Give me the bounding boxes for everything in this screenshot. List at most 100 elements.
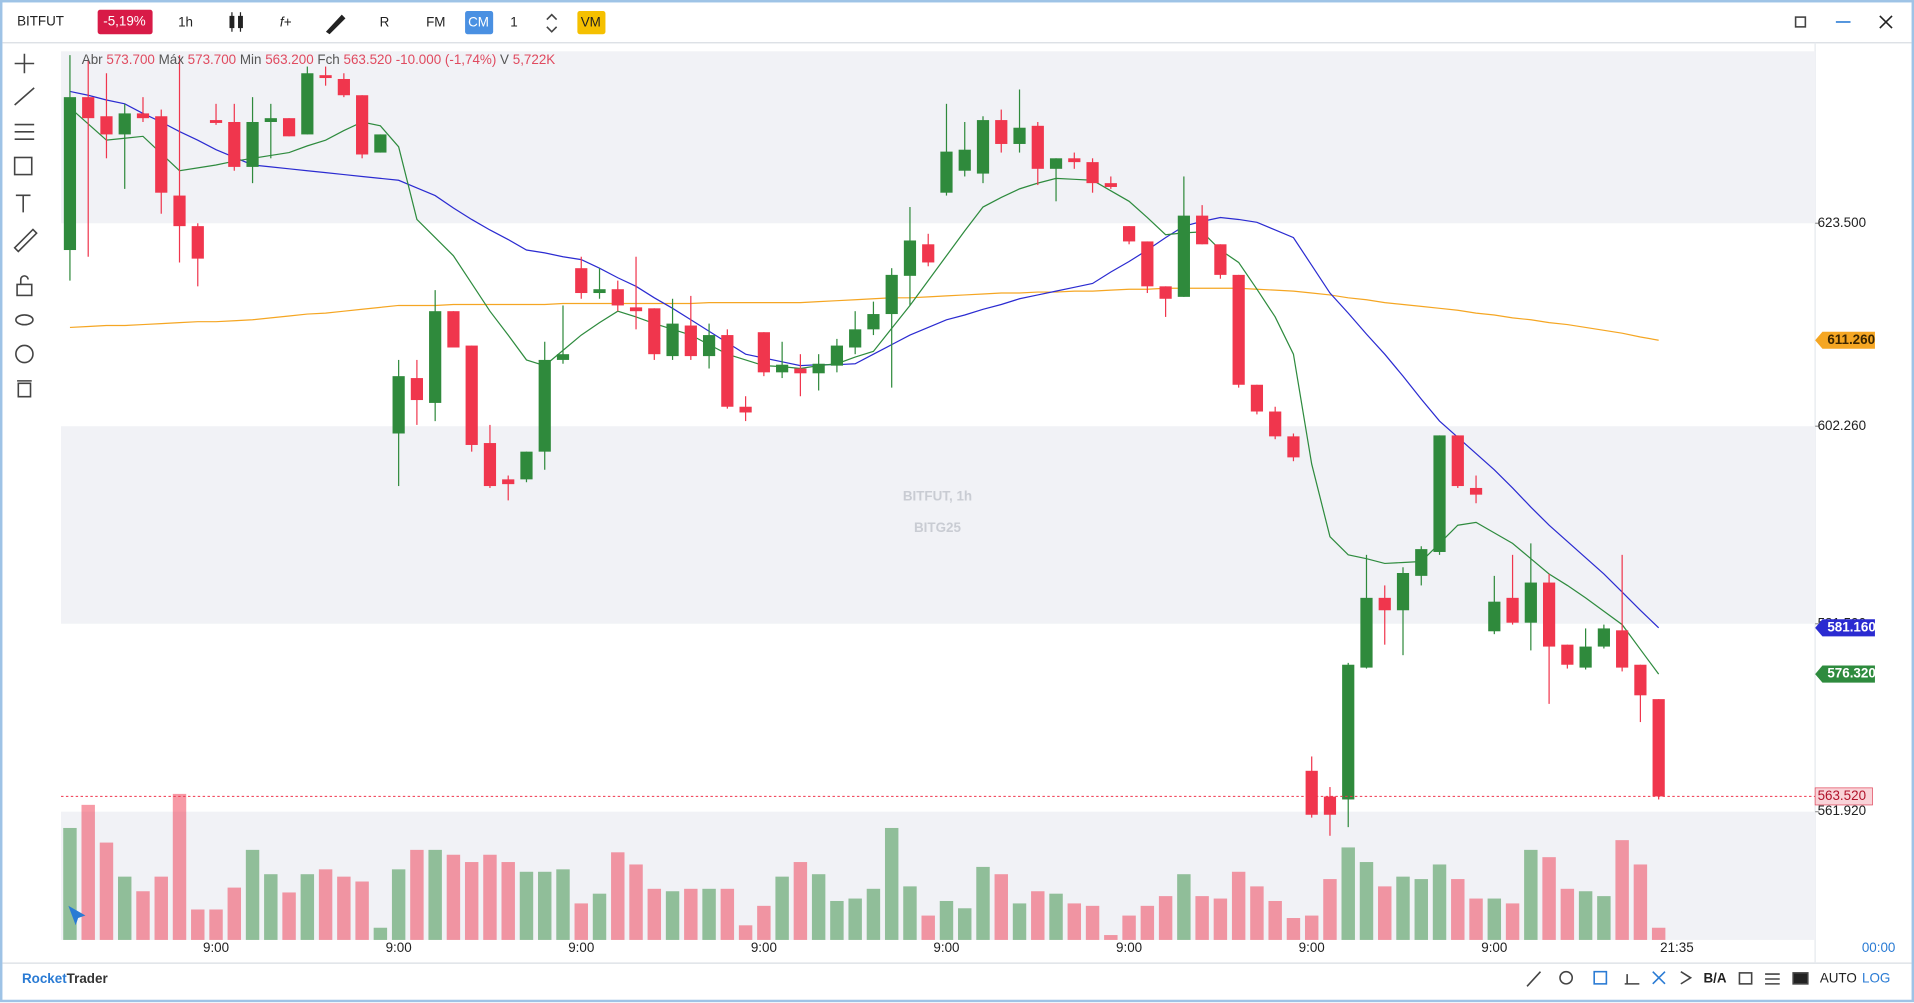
candle-body (1652, 699, 1665, 797)
volume-bar (1067, 903, 1082, 940)
candle-body (1342, 664, 1355, 800)
watermark-title: BITFUT, 1h (903, 488, 972, 503)
volume-bar (337, 876, 351, 940)
volume-bar (1268, 900, 1282, 940)
candle-body (155, 116, 168, 193)
high-value: 573.700 (188, 51, 236, 66)
volume-bar (939, 900, 954, 940)
grid-band (61, 51, 1816, 224)
rx[interactable]: R (380, 15, 390, 30)
sidebar-icons[interactable] (13, 53, 38, 398)
candle-body (1287, 436, 1300, 458)
volume-bar (191, 909, 205, 940)
candle-body (922, 244, 935, 263)
volume-bar (921, 915, 935, 940)
moving-average (69, 90, 1660, 629)
footer-icons[interactable] (1526, 970, 1809, 987)
brand-b: Trader (67, 971, 109, 986)
cm[interactable]: CM (468, 15, 489, 30)
stepper[interactable] (546, 13, 558, 33)
series-badge (1815, 619, 1875, 637)
volume-bar (1031, 891, 1045, 940)
pencil-icon[interactable] (325, 14, 346, 35)
volume-bar (245, 849, 260, 940)
window-icons[interactable] (1794, 15, 1893, 29)
symbol[interactable]: BITFUT (17, 14, 64, 29)
volume-bar (611, 852, 625, 940)
volume-bar (592, 893, 607, 940)
candle-body (702, 335, 716, 357)
fm[interactable]: FM (426, 15, 445, 30)
volume-bar (1487, 898, 1502, 940)
candle-body (666, 323, 679, 357)
candle-body (301, 73, 314, 135)
log-button[interactable]: LOG (1862, 971, 1890, 986)
candle-body (976, 120, 990, 174)
volume-bar (410, 849, 424, 940)
volume-bar (483, 854, 497, 940)
candle-body (520, 451, 533, 480)
x-tick-label: 9:00 (1481, 940, 1507, 955)
interval[interactable]: 1h (178, 15, 193, 30)
volume-bar (355, 881, 369, 940)
series-last-label: 576.320 (1827, 666, 1875, 681)
candle-body (538, 359, 551, 452)
candle-body (885, 274, 898, 315)
vm[interactable]: VM (581, 15, 601, 30)
volume-bar (684, 888, 698, 940)
volume-bar (1378, 886, 1392, 940)
nav-arrow[interactable] (68, 905, 86, 926)
volume-bar (793, 862, 808, 940)
candle-body (1031, 125, 1044, 169)
grid-band (61, 811, 1816, 940)
candle-body (1597, 628, 1610, 647)
candle-body (1378, 597, 1391, 611)
volume-bar (1578, 891, 1593, 940)
candle-body (629, 307, 643, 312)
candle-body (1049, 158, 1063, 169)
y-tick-label: 602.260 (1818, 418, 1866, 433)
candle-body (356, 95, 369, 155)
quantity[interactable]: 1 (510, 15, 517, 30)
volume-bar (99, 842, 114, 940)
ba-button[interactable]: B/A (1703, 971, 1726, 986)
y-tick-label: 623.500 (1818, 215, 1866, 230)
volume-bar (1524, 849, 1538, 940)
change-pill (97, 9, 153, 35)
volume-bar (866, 888, 881, 940)
volume-bar (884, 827, 899, 940)
volume-bar (1560, 888, 1575, 940)
volume-bar (1469, 898, 1483, 940)
candle-body (721, 335, 734, 407)
candle-body (1561, 644, 1574, 665)
time-label: 21:35 (1660, 940, 1694, 955)
volume-bar (464, 862, 479, 940)
volume-bar (318, 869, 333, 940)
candle-body (1086, 162, 1099, 184)
x-tick-label: 9:00 (1116, 940, 1142, 955)
volume-bar (1104, 935, 1118, 940)
auto-button[interactable]: AUTO (1820, 971, 1857, 986)
low-value: 563.200 (265, 51, 313, 66)
candle-body (1524, 582, 1537, 623)
x-tick-label: 9:00 (1299, 940, 1325, 955)
volume-value: 5,722K (513, 51, 556, 66)
candle-body (739, 406, 752, 413)
volume-bar (720, 888, 735, 940)
candle-body (246, 121, 259, 167)
candle-body (173, 195, 186, 227)
volume-bar (903, 886, 917, 940)
candle-body (1122, 226, 1136, 242)
candle-body (1469, 487, 1483, 495)
candle-body (282, 118, 296, 137)
candle-icon[interactable] (229, 12, 243, 32)
volume-bar (446, 854, 461, 940)
grid-band (61, 426, 1816, 624)
volume-bar (1633, 864, 1648, 940)
y-tick-label: 561.920 (1818, 803, 1866, 818)
function[interactable]: f+ (280, 15, 292, 30)
candle-body (82, 97, 95, 119)
volume-bar (1304, 915, 1319, 940)
candle-body (483, 443, 497, 487)
